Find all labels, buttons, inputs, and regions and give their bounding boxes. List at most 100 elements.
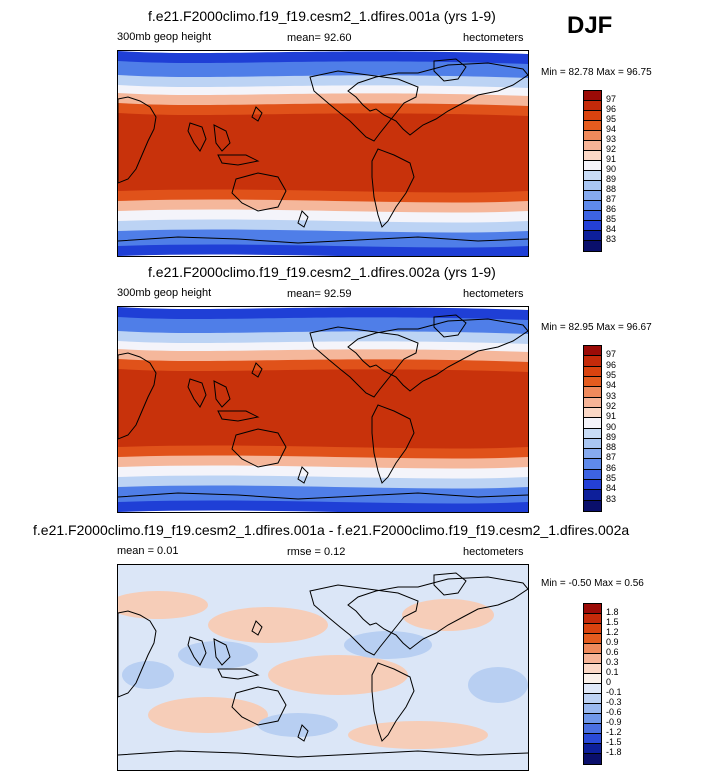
colorbar-swatch xyxy=(584,151,601,161)
colorbar-swatch xyxy=(584,490,601,501)
coastline xyxy=(187,378,207,408)
panel3-title: f.e21.F2000climo.f19_f19.cesm2_1.dfires.… xyxy=(33,522,630,538)
panel2-map xyxy=(117,306,529,513)
panel1-minmax: Min = 82.78 Max = 96.75 xyxy=(541,67,652,78)
colorbar-swatch xyxy=(584,181,601,191)
colorbar-tick-label: 94 xyxy=(606,380,617,391)
coastline xyxy=(251,362,263,378)
field-anomaly xyxy=(118,591,208,619)
colorbar-swatch xyxy=(584,121,601,131)
panel2-minmax: Min = 82.95 Max = 96.67 xyxy=(541,322,652,333)
coastline xyxy=(433,314,467,338)
colorbar-tick-label: 88 xyxy=(606,442,617,453)
colorbar-tick-label: 92 xyxy=(606,400,617,411)
colorbar-swatch xyxy=(584,231,601,241)
colorbar-swatch xyxy=(584,744,601,754)
coastline xyxy=(371,662,415,742)
panel2-variable-label: 300mb geop height xyxy=(117,287,212,299)
coastline xyxy=(231,428,287,468)
colorbar-tick-label: 90 xyxy=(606,164,617,174)
colorbar-swatch xyxy=(584,684,601,694)
panel2-field xyxy=(118,307,528,512)
colorbar-tick-label: 1.2 xyxy=(606,627,619,637)
field-band xyxy=(118,113,528,193)
field-anomaly xyxy=(344,631,432,659)
coastline xyxy=(217,410,260,422)
colorbar-swatch xyxy=(584,449,601,460)
colorbar-tick-label: 0.1 xyxy=(606,667,619,677)
panel3-colorbar xyxy=(583,603,602,765)
coastline xyxy=(251,106,263,122)
panel2-colorbar xyxy=(583,345,602,512)
coastline xyxy=(213,380,231,408)
colorbar-tick-label: 86 xyxy=(606,204,617,214)
colorbar-swatch xyxy=(584,480,601,491)
colorbar-tick-label: -1.2 xyxy=(606,727,622,737)
colorbar-swatch xyxy=(584,734,601,744)
coastline xyxy=(347,576,528,650)
colorbar-tick-label: 0.6 xyxy=(606,647,619,657)
colorbar-swatch xyxy=(584,91,601,101)
colorbar-swatch xyxy=(584,211,601,221)
field-anomaly xyxy=(268,655,408,695)
colorbar-swatch xyxy=(584,754,601,764)
panel1-variable-label: 300mb geop height xyxy=(117,31,212,43)
colorbar-tick-label: 87 xyxy=(606,452,617,463)
coastline xyxy=(347,318,528,392)
coastline xyxy=(297,210,309,228)
colorbar-tick-label: 89 xyxy=(606,174,617,184)
colorbar-swatch xyxy=(584,366,601,377)
colorbar-tick-label: 91 xyxy=(606,411,617,422)
colorbar-tick-label: 86 xyxy=(606,462,617,473)
field-anomaly xyxy=(178,641,258,669)
colorbar-tick-label: 87 xyxy=(606,194,617,204)
colorbar-swatch xyxy=(584,131,601,141)
panel3-rmse-label: rmse = 0.12 xyxy=(287,546,346,558)
colorbar-swatch xyxy=(584,376,601,388)
coastline xyxy=(371,148,415,228)
colorbar-swatch xyxy=(584,724,601,734)
panel3-colorbar-labels: 1.8 1.5 1.2 0.9 0.6 0.3 0.1 0 -0.1 -0.3 -0.6 -0.9 -1… xyxy=(606,603,636,763)
colorbar-tick-label: 95 xyxy=(606,369,617,380)
colorbar-swatch xyxy=(584,469,601,481)
panel2-mean-label: mean= 92.59 xyxy=(287,288,352,300)
coastline xyxy=(251,620,263,636)
colorbar-tick-label: -1.5 xyxy=(606,737,622,747)
colorbar-swatch xyxy=(584,171,601,181)
coastline xyxy=(297,724,309,742)
colorbar-swatch xyxy=(584,500,601,511)
coastline xyxy=(309,326,419,398)
colorbar-tick-label: 85 xyxy=(606,214,617,224)
colorbar-swatch xyxy=(584,694,601,704)
coastline xyxy=(118,236,528,244)
colorbar-tick-label: 1.5 xyxy=(606,617,619,627)
colorbar-tick-label: 84 xyxy=(606,224,617,234)
colorbar-tick-label: 89 xyxy=(606,431,617,442)
coastline xyxy=(371,404,415,484)
season-label: DJF xyxy=(567,12,613,39)
field-anomaly xyxy=(122,661,174,689)
panel1-field xyxy=(118,51,528,256)
field-anomaly xyxy=(348,721,488,749)
coastline xyxy=(118,610,157,698)
field-anomaly xyxy=(148,697,268,733)
colorbar-tick-label: 0 xyxy=(606,677,612,687)
coastline xyxy=(118,352,157,440)
colorbar-tick-label: 85 xyxy=(606,473,617,484)
panel3-mean-label: mean = 0.01 xyxy=(117,545,179,557)
panel2-units-label: hectometers xyxy=(463,288,524,300)
coastline xyxy=(297,466,309,484)
colorbar-swatch xyxy=(584,201,601,211)
colorbar-swatch xyxy=(584,664,601,674)
colorbar-tick-label: 96 xyxy=(606,359,617,370)
colorbar-swatch xyxy=(584,241,601,251)
field-anomaly xyxy=(468,667,528,703)
colorbar-tick-label: 95 xyxy=(606,114,617,124)
colorbar-swatch xyxy=(584,346,601,357)
colorbar-swatch xyxy=(584,101,601,111)
colorbar-swatch xyxy=(584,624,601,634)
coastline xyxy=(217,668,260,680)
colorbar-tick-label: 83 xyxy=(606,493,617,504)
coastline xyxy=(118,96,157,184)
field-anomaly xyxy=(258,713,338,737)
